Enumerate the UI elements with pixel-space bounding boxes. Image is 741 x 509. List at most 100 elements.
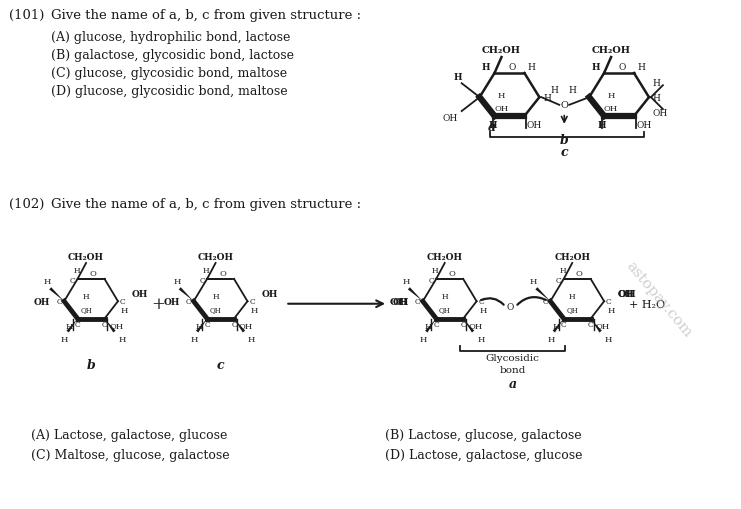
Text: C: C [231, 320, 237, 328]
Text: C: C [205, 320, 210, 328]
Text: OH: OH [636, 121, 651, 130]
Text: astopay.com: astopay.com [623, 259, 694, 340]
Text: H: H [607, 306, 614, 315]
Text: OH: OH [618, 289, 634, 298]
Text: O: O [90, 269, 96, 277]
Text: OH: OH [526, 121, 542, 130]
Text: H: H [173, 278, 180, 286]
Text: OH: OH [393, 297, 409, 306]
Text: H: H [498, 92, 505, 100]
Text: H: H [605, 335, 612, 343]
Text: OH: OH [110, 322, 124, 330]
Text: H: H [419, 335, 427, 343]
Text: c: c [217, 359, 225, 372]
Text: OH: OH [390, 297, 409, 306]
Polygon shape [463, 319, 474, 333]
Text: Glycosidic: Glycosidic [485, 354, 539, 363]
Text: CH₂OH: CH₂OH [198, 252, 233, 262]
Polygon shape [425, 319, 436, 333]
Text: H: H [543, 94, 551, 102]
Text: CH₂OH: CH₂OH [427, 252, 462, 262]
Text: H: H [528, 63, 535, 72]
Text: H: H [248, 335, 256, 343]
Text: c: c [560, 145, 568, 158]
Polygon shape [67, 319, 78, 333]
Text: Give the name of a, b, c from given structure :: Give the name of a, b, c from given stru… [51, 9, 362, 22]
Text: OH: OH [604, 104, 618, 112]
Text: QH: QH [80, 305, 92, 313]
Text: C: C [120, 298, 126, 305]
Text: (D) glucose, glycosidic bond, maltose: (D) glucose, glycosidic bond, maltose [51, 85, 288, 98]
Text: C: C [460, 320, 466, 328]
Polygon shape [535, 288, 551, 302]
Text: CH₂OH: CH₂OH [68, 252, 104, 262]
Text: O: O [219, 269, 226, 277]
Text: C: C [588, 320, 594, 328]
Text: (A) glucose, hydrophilic bond, lactose: (A) glucose, hydrophilic bond, lactose [51, 31, 290, 44]
Text: bond: bond [499, 365, 525, 375]
Text: b: b [87, 359, 96, 372]
Text: H: H [121, 306, 128, 315]
Text: C: C [75, 320, 81, 328]
Text: (C) glucose, glycosidic bond, maltose: (C) glucose, glycosidic bond, maltose [51, 67, 288, 80]
Text: H: H [653, 78, 661, 88]
Text: (B) galactose, glycosidic bond, lactose: (B) galactose, glycosidic bond, lactose [51, 49, 294, 62]
Polygon shape [591, 319, 602, 333]
Text: O: O [576, 269, 582, 277]
Text: OH: OH [494, 104, 508, 112]
Text: a: a [508, 378, 516, 390]
Text: H: H [482, 63, 491, 72]
Text: C: C [561, 320, 567, 328]
Text: H: H [559, 266, 566, 274]
Text: OH: OH [34, 297, 50, 306]
Text: O: O [619, 63, 625, 72]
Polygon shape [196, 319, 207, 333]
Polygon shape [553, 319, 564, 333]
Text: H: H [591, 63, 600, 72]
Text: C: C [70, 276, 76, 285]
Text: O: O [560, 101, 568, 110]
Text: CH₂OH: CH₂OH [591, 46, 631, 55]
Text: OH: OH [239, 322, 253, 330]
Text: C: C [606, 298, 612, 305]
Text: (C) Maltose, glucose, galactose: (C) Maltose, glucose, galactose [31, 448, 230, 461]
Text: CH₂OH: CH₂OH [482, 46, 521, 55]
Text: C: C [250, 298, 255, 305]
Text: C: C [199, 276, 205, 285]
Text: C: C [428, 276, 434, 285]
Text: O: O [448, 269, 455, 277]
Text: H: H [552, 322, 559, 330]
Text: H: H [569, 292, 576, 300]
Text: (D) Lactose, galactose, glucose: (D) Lactose, galactose, glucose [385, 448, 582, 461]
Text: (102): (102) [10, 198, 44, 211]
Text: a: a [488, 121, 496, 134]
Text: H: H [608, 92, 615, 100]
Text: H: H [653, 94, 661, 102]
Text: H: H [203, 266, 210, 274]
Polygon shape [104, 319, 116, 333]
FancyArrowPatch shape [481, 299, 504, 305]
Text: H: H [453, 73, 462, 82]
Text: OH: OH [618, 289, 637, 298]
Text: OH: OH [132, 289, 148, 298]
Text: H: H [568, 86, 576, 95]
Text: H: H [598, 121, 606, 130]
Text: H: H [530, 278, 537, 286]
Text: QH: QH [439, 305, 451, 313]
Text: Give the name of a, b, c from given structure :: Give the name of a, b, c from given stru… [51, 198, 362, 211]
Text: + H₂O: + H₂O [629, 299, 665, 309]
Text: H: H [190, 335, 198, 343]
Text: OH: OH [163, 297, 180, 306]
Text: b: b [560, 133, 568, 147]
Text: H: H [119, 335, 126, 343]
Text: C: C [186, 298, 192, 305]
FancyArrowPatch shape [517, 298, 546, 305]
Text: H: H [637, 63, 645, 72]
Text: H: H [479, 306, 487, 315]
Text: C: C [433, 320, 439, 328]
Text: C: C [56, 298, 62, 305]
Text: H: H [402, 278, 410, 286]
Text: H: H [442, 292, 448, 300]
Text: H: H [250, 306, 258, 315]
Text: H: H [83, 292, 90, 300]
